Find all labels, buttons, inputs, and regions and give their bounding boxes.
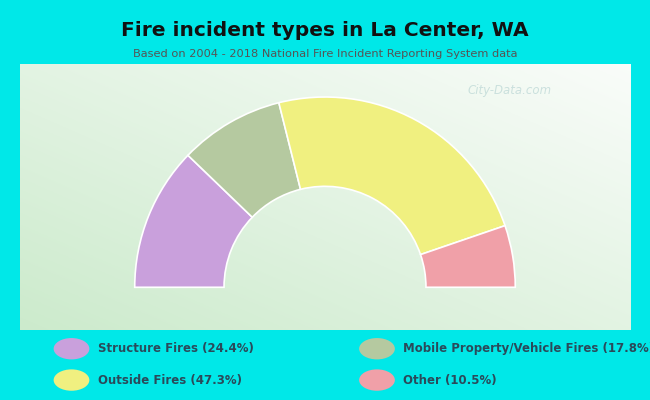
Wedge shape (188, 103, 300, 217)
Ellipse shape (359, 369, 395, 391)
Ellipse shape (359, 338, 395, 360)
Text: Other (10.5%): Other (10.5%) (403, 374, 497, 386)
Wedge shape (421, 226, 515, 287)
Wedge shape (279, 97, 505, 254)
Text: City-Data.com: City-Data.com (467, 84, 551, 97)
Text: Mobile Property/Vehicle Fires (17.8%): Mobile Property/Vehicle Fires (17.8%) (403, 342, 650, 355)
Text: Structure Fires (24.4%): Structure Fires (24.4%) (98, 342, 254, 355)
Ellipse shape (53, 369, 90, 391)
Text: Based on 2004 - 2018 National Fire Incident Reporting System data: Based on 2004 - 2018 National Fire Incid… (133, 49, 517, 59)
Text: Outside Fires (47.3%): Outside Fires (47.3%) (98, 374, 242, 386)
Ellipse shape (53, 338, 90, 360)
Text: Fire incident types in La Center, WA: Fire incident types in La Center, WA (121, 20, 529, 40)
Wedge shape (135, 155, 252, 287)
